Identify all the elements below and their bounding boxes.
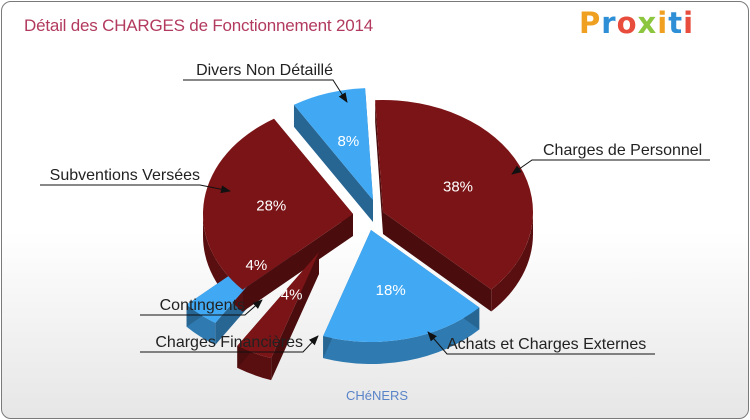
slice-cut-face: [375, 100, 383, 234]
leader-line: [140, 299, 263, 316]
slice-percent-label: 4%: [245, 257, 267, 274]
leader-line: [427, 331, 655, 355]
logo-letter: r: [601, 6, 617, 40]
logo-letter: t: [668, 6, 684, 40]
leader-line: [183, 79, 348, 103]
slice-percent-label: 38%: [443, 178, 473, 195]
slice-category-label: Charges de Personnel: [543, 142, 702, 159]
leader-line: [511, 159, 710, 175]
slice-category-label: Achats et Charges Externes: [447, 336, 646, 353]
logo-letter: i: [683, 6, 695, 40]
leader-line: [140, 335, 319, 353]
slice-percent-label: 28%: [256, 198, 286, 215]
commune-name: CHéNERS: [345, 388, 409, 403]
slice-tops: [186, 88, 533, 359]
slice-category-label: Divers Non Détaillé: [196, 62, 333, 79]
logo-letter: P: [579, 6, 602, 40]
chart-title: Détail des CHARGES de Fonctionnement 201…: [24, 16, 373, 35]
proxiti-logo: Proxiti: [579, 6, 694, 40]
slice-percent-label: 18%: [376, 282, 406, 299]
slice-labels: 38% 18% 4% 4% 28% 8% Charges de Personnel Achat…: [50, 62, 703, 353]
pie-slice: [375, 100, 533, 290]
leader-line: [40, 184, 231, 194]
slice-category-label: Contingents: [160, 297, 245, 314]
pie-slice: [323, 230, 480, 342]
logo-letter: i: [657, 6, 669, 40]
leader-lines: [40, 79, 710, 355]
slice-percent-label: 8%: [337, 133, 359, 150]
slice-cut-face: [293, 104, 373, 222]
pie-slice: [203, 118, 353, 290]
logo-letter: o: [616, 6, 638, 40]
slice-side: [491, 212, 533, 312]
slice-percent-label: 4%: [281, 286, 303, 303]
pie-slice: [237, 252, 319, 359]
logo-letter: x: [637, 6, 658, 40]
slice-cut-face: [383, 212, 492, 312]
slice-category-label: Subventions Versées: [50, 167, 200, 184]
slice-cut-face: [242, 214, 353, 312]
slice-category-label: Charges Financières: [155, 334, 303, 351]
pie-slice: [293, 88, 373, 200]
slice-side: [323, 307, 480, 364]
